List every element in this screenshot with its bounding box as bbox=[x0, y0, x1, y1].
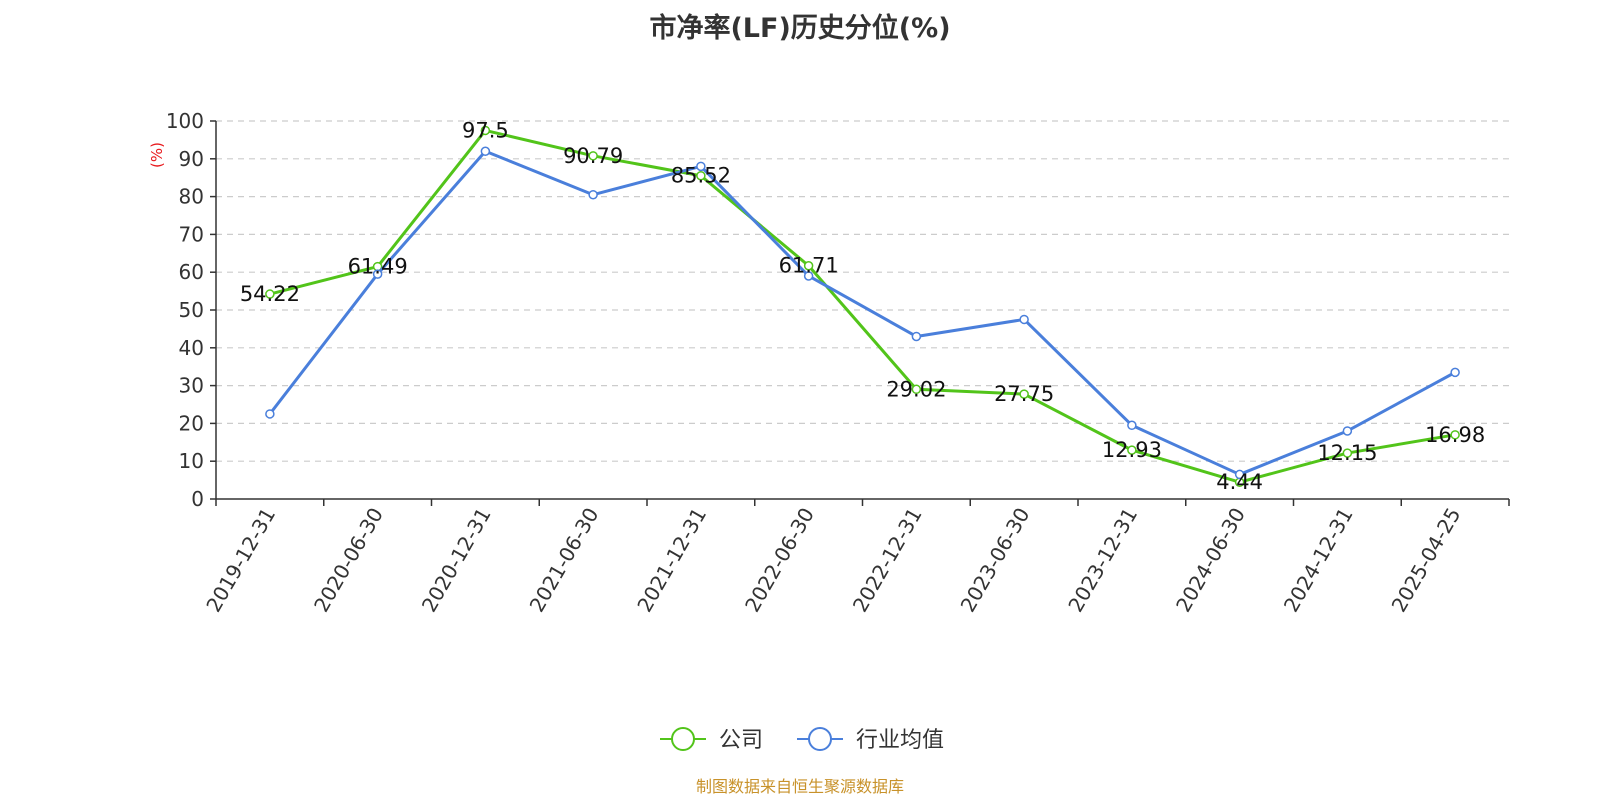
data-point bbox=[1342, 426, 1353, 436]
x-tick-label: 2019-12-31 bbox=[201, 504, 280, 617]
y-tick-label: 90 bbox=[179, 147, 204, 171]
data-label: 61.71 bbox=[779, 254, 839, 278]
data-point bbox=[1450, 430, 1460, 440]
data-point bbox=[1234, 469, 1245, 480]
y-tick-label: 100 bbox=[166, 109, 204, 133]
y-tick-label: 40 bbox=[179, 336, 204, 360]
legend: 公司 行业均值 bbox=[660, 727, 944, 753]
legend-label: 行业均值 bbox=[856, 728, 944, 753]
x-tick-label: 2023-06-30 bbox=[956, 504, 1035, 617]
data-point bbox=[803, 260, 814, 271]
data-point bbox=[1019, 389, 1029, 399]
data-point bbox=[696, 170, 706, 181]
y-axis-label: (%) bbox=[148, 142, 166, 168]
chart-title: 市净率(LF)历史分位(%) bbox=[649, 13, 951, 44]
y-tick-label: 80 bbox=[179, 185, 204, 209]
data-label: 85.52 bbox=[671, 164, 731, 188]
data-labels: 54.22 61.49 97.5 90.79 85.52 61.71 29.02 27.75 1… bbox=[240, 118, 1485, 494]
x-tick-label: 2025-04-25 bbox=[1387, 504, 1466, 617]
x-tick-label: 2023-12-31 bbox=[1063, 504, 1142, 617]
y-tick-label: 0 bbox=[191, 487, 204, 511]
data-point bbox=[803, 271, 814, 281]
y-tick-label: 50 bbox=[179, 298, 204, 322]
data-point bbox=[265, 289, 275, 299]
data-label: 97.5 bbox=[462, 118, 509, 142]
y-tick-label: 70 bbox=[179, 222, 204, 246]
x-tick-label: 2024-06-30 bbox=[1171, 504, 1250, 617]
data-label: 29.02 bbox=[886, 377, 946, 401]
y-tick-label: 20 bbox=[179, 411, 204, 435]
y-tick-label: 60 bbox=[179, 260, 204, 284]
data-point bbox=[265, 409, 275, 419]
y-tick-label: 30 bbox=[179, 374, 204, 398]
x-tick-label: 2021-06-30 bbox=[525, 504, 604, 617]
data-label: 16.98 bbox=[1425, 423, 1485, 447]
series-line-1 bbox=[268, 149, 1456, 476]
data-source-footer: 制图数据来自恒生聚源数据库 bbox=[695, 777, 904, 796]
data-label: 27.75 bbox=[994, 382, 1054, 406]
data-point bbox=[588, 151, 598, 161]
data-point bbox=[480, 125, 491, 136]
x-tick-label: 2021-12-31 bbox=[632, 504, 711, 617]
data-label: 12.15 bbox=[1317, 441, 1377, 465]
x-tick-label: 2024-12-31 bbox=[1279, 504, 1358, 617]
data-point bbox=[911, 331, 922, 342]
data-label: 4.44 bbox=[1216, 470, 1263, 494]
data-label: 90.79 bbox=[563, 144, 623, 168]
data-label: 61.49 bbox=[348, 255, 408, 279]
data-point bbox=[588, 189, 598, 200]
data-label: 12.93 bbox=[1102, 438, 1162, 462]
data-point bbox=[1127, 445, 1137, 455]
y-tick-label: 10 bbox=[179, 449, 204, 473]
x-tick-label: 2020-12-31 bbox=[417, 504, 496, 617]
axes: 0 10 20 30 40 50 60 70 80 90 100(%) 2019-12-31 2020-… bbox=[148, 109, 1510, 617]
legend-label: 公司 bbox=[719, 728, 763, 753]
data-point bbox=[1450, 367, 1460, 378]
legend-marker-1 bbox=[808, 727, 832, 751]
legend-marker-0 bbox=[671, 727, 695, 751]
series-line-0 bbox=[269, 128, 1456, 484]
x-tick-label: 2022-06-30 bbox=[740, 504, 819, 617]
data-label: 54.22 bbox=[240, 282, 300, 306]
data-point bbox=[696, 161, 706, 172]
grid-lines bbox=[216, 120, 1509, 462]
data-point bbox=[1127, 420, 1137, 431]
data-point bbox=[480, 146, 491, 156]
x-tick-label: 2020-06-30 bbox=[309, 504, 388, 617]
data-point bbox=[911, 384, 922, 395]
data-point bbox=[372, 269, 383, 279]
x-tick-label: 2022-12-31 bbox=[848, 504, 927, 617]
data-point bbox=[1342, 448, 1353, 458]
series-lines bbox=[265, 125, 1460, 487]
data-point bbox=[1019, 314, 1029, 325]
